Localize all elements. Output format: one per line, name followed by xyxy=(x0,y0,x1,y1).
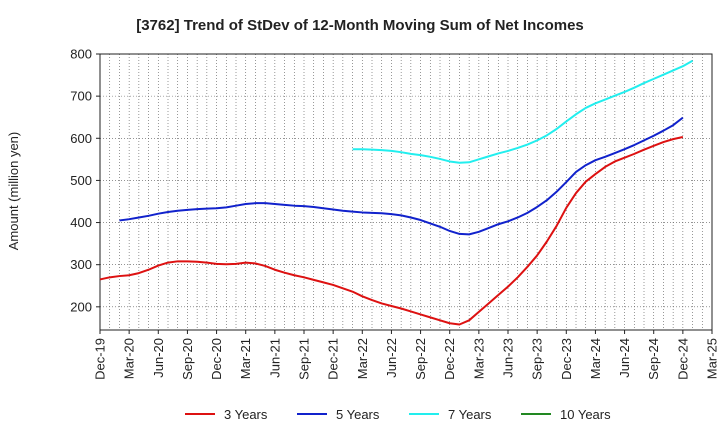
y-axis-label: Amount (million yen) xyxy=(6,132,21,251)
x-tick-label: Jun-20 xyxy=(151,338,166,378)
series-line-2 xyxy=(119,116,684,236)
y-tick-label: 200 xyxy=(70,299,92,314)
x-tick-label: Sep-22 xyxy=(413,338,428,380)
x-tick-label: Mar-25 xyxy=(705,338,720,379)
y-tick-label: 300 xyxy=(70,257,92,272)
x-tick-label: Sep-23 xyxy=(530,338,545,380)
x-tick-label: Jun-24 xyxy=(617,338,632,378)
series-line-1 xyxy=(99,136,684,326)
legend: 3 Years 5 Years 7 Years 10 Years xyxy=(185,407,611,422)
x-tick-label: Dec-23 xyxy=(559,338,574,380)
legend-label-1: 3 Years xyxy=(224,407,268,422)
x-tick-label: Dec-20 xyxy=(209,338,224,380)
x-tick-label: Dec-19 xyxy=(93,338,108,380)
x-tick-label: Sep-21 xyxy=(297,338,312,380)
y-tick-label: 600 xyxy=(70,131,92,146)
x-tick-label: Sep-20 xyxy=(180,338,195,380)
y-tick-label: 800 xyxy=(70,47,92,62)
x-tick-label: Dec-22 xyxy=(442,338,457,380)
grid xyxy=(100,54,712,330)
x-tick-label: Jun-22 xyxy=(384,338,399,378)
chart-title: [3762] Trend of StDev of 12-Month Moving… xyxy=(136,17,584,34)
legend-label-3: 7 Years xyxy=(448,407,492,422)
x-tick-label: Mar-21 xyxy=(238,338,253,379)
plot-frame xyxy=(99,53,713,331)
x-axis: Dec-19 Mar-20 Jun-20 Sep-20 Dec-20 Mar-21 Jun-… xyxy=(93,330,720,380)
x-tick-label: Jun-23 xyxy=(501,338,516,378)
x-tick-label: Mar-20 xyxy=(122,338,137,379)
x-tick-label: Sep-24 xyxy=(646,338,661,380)
x-tick-label: Jun-21 xyxy=(267,338,282,378)
x-tick-label: Mar-24 xyxy=(588,338,603,379)
y-axis: 200 300 400 500 600 700 800 xyxy=(70,47,100,314)
x-tick-label: Dec-21 xyxy=(326,338,341,380)
y-tick-label: 400 xyxy=(70,215,92,230)
x-tick-label: Mar-23 xyxy=(471,338,486,379)
series-line-3 xyxy=(352,59,694,164)
y-tick-label: 500 xyxy=(70,173,92,188)
legend-label-2: 5 Years xyxy=(336,407,380,422)
y-tick-label: 700 xyxy=(70,89,92,104)
series-lines xyxy=(99,59,694,326)
x-tick-label: Mar-22 xyxy=(355,338,370,379)
legend-label-4: 10 Years xyxy=(560,407,611,422)
x-tick-label: Dec-24 xyxy=(675,338,690,380)
